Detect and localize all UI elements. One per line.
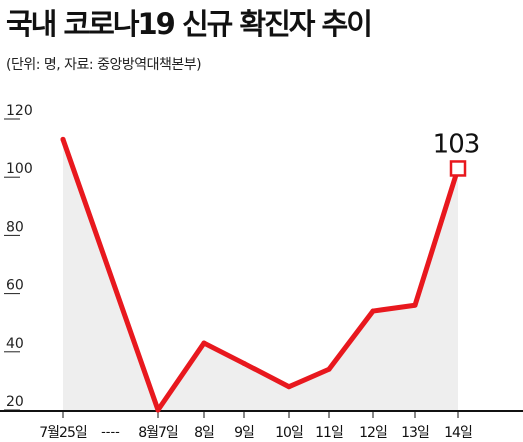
x-tick-label: 9일 [234, 425, 254, 441]
x-tick-label: 10일 [275, 425, 303, 441]
y-tick-label: 20 [6, 394, 24, 410]
data-point [241, 360, 247, 366]
x-tick-label: 12일 [359, 425, 387, 441]
y-tick-label: 60 [6, 278, 24, 294]
x-tick-label: 8일 [194, 425, 214, 441]
highlight-marker [449, 160, 467, 177]
data-point [60, 136, 66, 142]
data-point [155, 407, 161, 413]
data-point [370, 308, 376, 314]
chart-title: 국내 코로나19 신규 확진자 추이 [6, 7, 373, 41]
data-point [286, 384, 292, 390]
y-tick-label: 100 [6, 161, 33, 177]
data-point [201, 340, 207, 346]
area-fill [63, 139, 458, 410]
y-tick-label: 80 [6, 219, 24, 235]
x-tick-label: 7월25일 [39, 425, 87, 441]
data-point [412, 302, 418, 308]
x-tick-label: 11일 [315, 425, 343, 441]
y-tick-label: 120 [6, 103, 33, 119]
axis-break-label: ---- [101, 425, 120, 440]
highlight-label: 103 [433, 129, 480, 159]
data-point [326, 366, 332, 372]
x-tick-label: 14일 [444, 425, 472, 441]
chart-subtitle: (단위: 명, 자료: 중앙방역대책본부) [6, 57, 202, 73]
x-tick-label: 8월7일 [138, 425, 178, 441]
y-tick-label: 40 [6, 336, 24, 352]
x-tick-label: 13일 [401, 425, 429, 441]
